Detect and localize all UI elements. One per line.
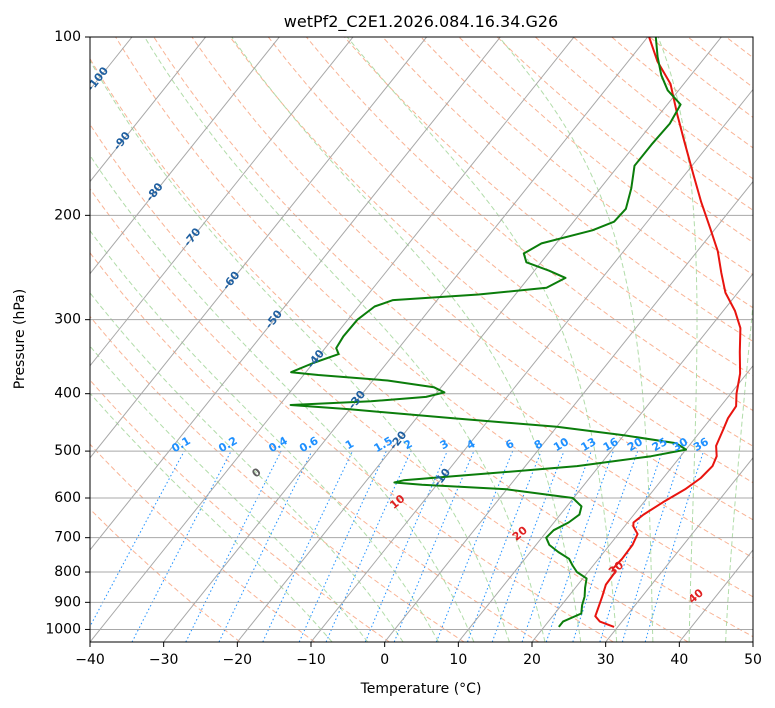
dry-adiabat [229,37,753,484]
moist-adiabat [346,37,618,642]
mixing-ratio-line [325,450,412,642]
moist-adiabat [90,345,369,642]
dry-adiabat [191,37,753,521]
isotherm-line [605,457,753,642]
dry-adiabat [420,37,753,309]
x-tick-label: 20 [523,652,541,668]
isotherm-line [90,37,207,183]
y-axis-ticks: 100 200 300 400 500 600 700 800 900 1000 [45,29,90,637]
x-axis-label: Temperature (°C) [360,681,482,697]
x-tick-label: −20 [223,652,253,668]
mixing-ratio-line [599,450,663,642]
x-axis-ticks: −40 −30 −20 −10 0 10 20 30 40 50 [75,642,762,668]
dry-adiabat [343,37,753,377]
mixing-ratio-line [364,450,448,642]
isotherm-line [310,88,753,642]
dry-adiabat [267,37,753,447]
x-tick-label: −30 [149,652,179,668]
isotherm-line [90,37,280,275]
x-tick-label: 40 [670,652,688,668]
y-tick-label: 700 [54,530,81,546]
isotherm-line [90,37,575,642]
dry-adiabat [90,188,614,642]
y-tick-label: 1000 [45,621,81,637]
isotherm-line [90,37,501,551]
x-tick-label: −10 [296,652,326,668]
chart-title: wetPf2_C2E1.2026.084.16.34.G26 [284,12,558,32]
moist-adiabat [90,59,510,642]
moist-adiabat [90,154,475,642]
moist-adiabat [657,37,698,642]
dry-adiabat [90,508,241,642]
y-tick-label: 600 [54,490,81,506]
isotherm-line [457,272,753,642]
mixing-ratio-line [545,450,614,642]
x-tick-label: 0 [380,652,389,668]
isotherm-line [0,10,6,642]
moist-adiabat [90,292,404,642]
dry-adiabat [115,37,753,598]
moist-adiabat [90,392,333,642]
dry-adiabat [90,252,540,642]
y-tick-label: 300 [54,312,81,328]
moist-adiabat [498,37,654,642]
dry-adiabat [766,10,775,642]
isotherm-line [752,641,753,642]
mixing-ratio-line [521,450,592,642]
y-tick-label: 500 [54,443,81,459]
isotherm-line [90,37,354,367]
y-tick-label: 100 [54,29,81,45]
dry-adiabat [90,123,689,642]
mixing-ratio-line [185,450,282,642]
x-tick-label: 50 [744,652,762,668]
plot-frame [89,36,754,643]
isotherm-line [384,180,753,642]
mixing-ratio-line [435,450,514,642]
mixing-ratio-line [467,450,542,642]
dry-adiabat [90,315,465,642]
y-axis-label: Pressure (hPa) [12,289,28,389]
isotherm-line [90,37,428,459]
isotherm-line [163,37,649,642]
x-tick-label: 30 [597,652,615,668]
dry-adiabat [90,379,390,642]
x-tick-label: −40 [75,652,105,668]
temperature-profile [594,37,742,628]
isotherm-line [531,364,753,642]
dry-adiabat [90,443,315,642]
isotherm-line [236,37,722,642]
dry-adiabat [153,37,753,559]
background-lines [0,10,775,642]
mixing-ratio-line [90,450,185,628]
y-tick-label: 400 [54,386,81,402]
y-tick-label: 900 [54,594,81,610]
dewpoint-profile [289,37,687,628]
plot-area [90,37,753,642]
y-tick-label: 200 [54,207,81,223]
pressure-gridlines [90,37,753,630]
mixing-ratio-line [621,450,684,642]
y-tick-label: 800 [54,564,81,580]
mixing-ratio-line [572,450,639,642]
dry-adiabat [382,37,753,343]
sounding-profiles [289,37,742,628]
moist-adiabat [144,37,546,642]
moist-adiabat [231,37,582,642]
x-tick-label: 10 [449,652,467,668]
